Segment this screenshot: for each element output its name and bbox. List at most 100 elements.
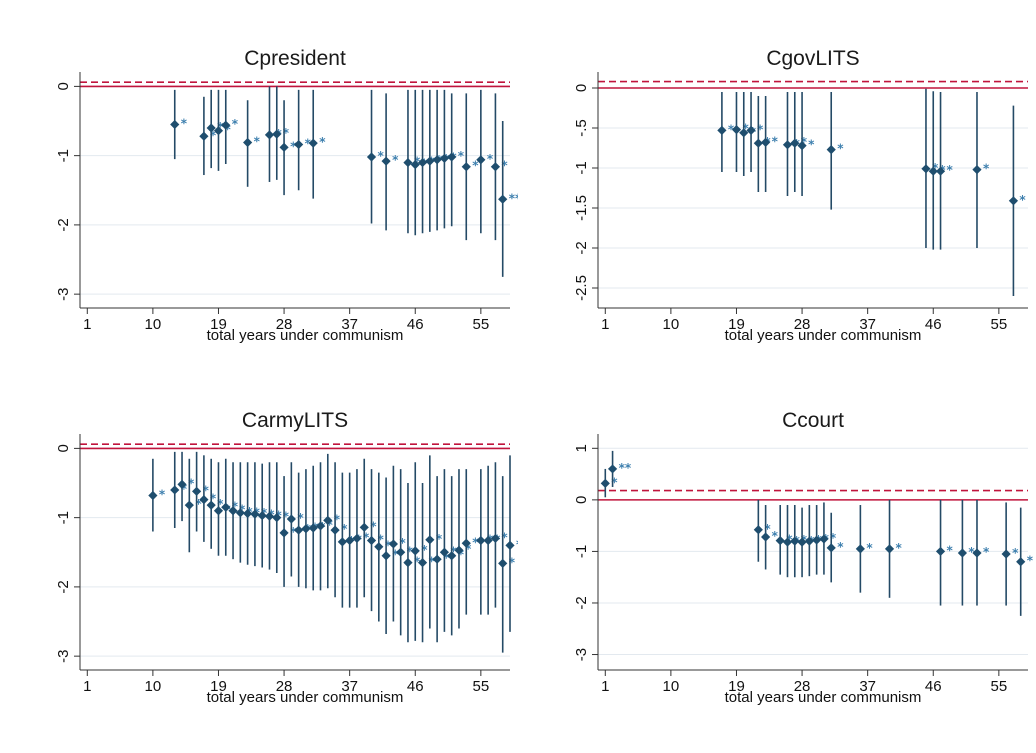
point-marker — [972, 548, 982, 558]
significance-label: * — [808, 138, 815, 152]
significance-label: * — [217, 497, 224, 511]
point-marker — [403, 558, 413, 568]
point-marker — [804, 536, 814, 546]
chart-svg: CgovLITS 0 -.5 -1 -1.5 -2 -2.5 1 10 19 28 37 46 55 tot… — [573, 47, 1028, 344]
point-marker — [935, 166, 946, 176]
estimate-point: * — [199, 96, 217, 176]
estimate-point: * — [432, 476, 450, 643]
significance-label: * — [968, 545, 975, 559]
estimate-point: * — [447, 93, 465, 227]
estimate-point: * — [447, 476, 465, 636]
point-marker — [1001, 549, 1011, 559]
significance-label: * — [947, 543, 954, 557]
point-marker — [826, 145, 836, 155]
x-tick-label: 1 — [83, 316, 91, 333]
significance-label: * — [1019, 193, 1026, 207]
significance-label: * — [772, 529, 779, 543]
significance-label: * — [254, 134, 261, 148]
estimate-point: * — [170, 451, 188, 529]
chart-svg: CarmyLITS 0 -1 -2 -3 1 10 19 28 37 46 55 total years… — [55, 409, 518, 706]
point-marker — [352, 533, 362, 544]
point-marker — [775, 535, 785, 546]
estimate-point: * — [410, 462, 428, 641]
point-marker — [790, 138, 800, 148]
significance-label: * — [472, 159, 479, 173]
point-marker — [1008, 196, 1019, 206]
significance-label: * — [327, 518, 334, 532]
point-marker — [425, 535, 435, 545]
estimate-point: * — [826, 92, 844, 210]
point-marker — [600, 478, 610, 488]
y-tick-label: -.5 — [573, 119, 590, 137]
x-tick-label: 28 — [276, 678, 293, 695]
significance-label: * — [458, 149, 465, 163]
estimate-point: * — [148, 458, 166, 532]
significance-label: * — [1027, 554, 1034, 568]
y-tick-label: -1 — [573, 161, 590, 174]
estimate-point: * — [425, 455, 443, 629]
point-marker — [498, 194, 508, 204]
significance-label: * — [509, 555, 516, 569]
x-tick-label: 55 — [991, 316, 1008, 333]
point-marker — [330, 525, 340, 535]
significance-label: * — [232, 499, 239, 513]
point-marker — [797, 141, 807, 151]
significance-label: * — [378, 149, 385, 163]
significance-label: * — [487, 152, 494, 166]
significance-label: * — [232, 117, 239, 131]
estimate-point: * — [221, 458, 239, 556]
y-tick-label: -2.5 — [573, 275, 590, 301]
estimate-point: * — [294, 89, 312, 191]
point-marker — [308, 523, 318, 533]
estimate-point: * — [972, 499, 990, 606]
significance-label: * — [837, 142, 844, 156]
x-tick-label: 37 — [341, 316, 358, 333]
estimate-point: * — [476, 89, 494, 234]
estimate-point: * — [272, 462, 290, 574]
significance-label: * — [983, 545, 990, 559]
estimate-point: * — [454, 469, 472, 629]
x-tick-label: 28 — [794, 678, 811, 695]
point-marker — [432, 554, 442, 564]
estimate-point: * — [957, 499, 975, 606]
panel-carmylits: CarmyLITS 0 -1 -2 -3 1 10 19 28 37 46 55 total years… — [0, 400, 518, 740]
estimate-point: * — [396, 469, 414, 636]
significance-label: * — [516, 537, 518, 551]
estimate-point: * — [315, 462, 334, 591]
estimate-point: * — [717, 92, 735, 172]
y-tick-label: 0 — [55, 82, 72, 90]
x-tick-label: 46 — [925, 316, 942, 333]
significance-label: * — [436, 532, 443, 546]
x-tick-label: 37 — [859, 678, 876, 695]
point-marker — [1016, 557, 1026, 567]
point-marker — [264, 130, 275, 140]
point-marker — [170, 119, 180, 130]
estimate-point: * — [600, 468, 618, 498]
estimate-point: * — [797, 92, 815, 196]
estimate-point: * — [819, 502, 837, 575]
point-marker — [337, 537, 347, 547]
point-marker — [148, 490, 158, 501]
significance-label: * — [983, 162, 990, 176]
significance-label: * — [399, 536, 406, 550]
y-tick-label: -2 — [573, 241, 590, 254]
significance-label: * — [429, 555, 436, 569]
significance-label: * — [334, 512, 341, 526]
significance-label: * — [728, 122, 735, 136]
estimate-point: * — [746, 92, 764, 172]
significance-label: * — [465, 542, 472, 556]
significance-label: * — [297, 511, 304, 525]
estimate-point: * — [279, 476, 297, 587]
point-marker — [279, 142, 289, 152]
estimate-point: * — [921, 88, 939, 248]
estimate-point: * — [403, 483, 421, 643]
point-marker — [739, 128, 749, 138]
point-marker — [410, 160, 420, 170]
point-marker — [272, 129, 282, 139]
significance-label: * — [283, 126, 290, 140]
point-marker — [454, 545, 464, 555]
significance-label: * — [181, 482, 188, 496]
x-tick-label: 28 — [794, 316, 811, 333]
point-marker — [279, 528, 289, 538]
estimate-point: * — [1008, 105, 1026, 296]
